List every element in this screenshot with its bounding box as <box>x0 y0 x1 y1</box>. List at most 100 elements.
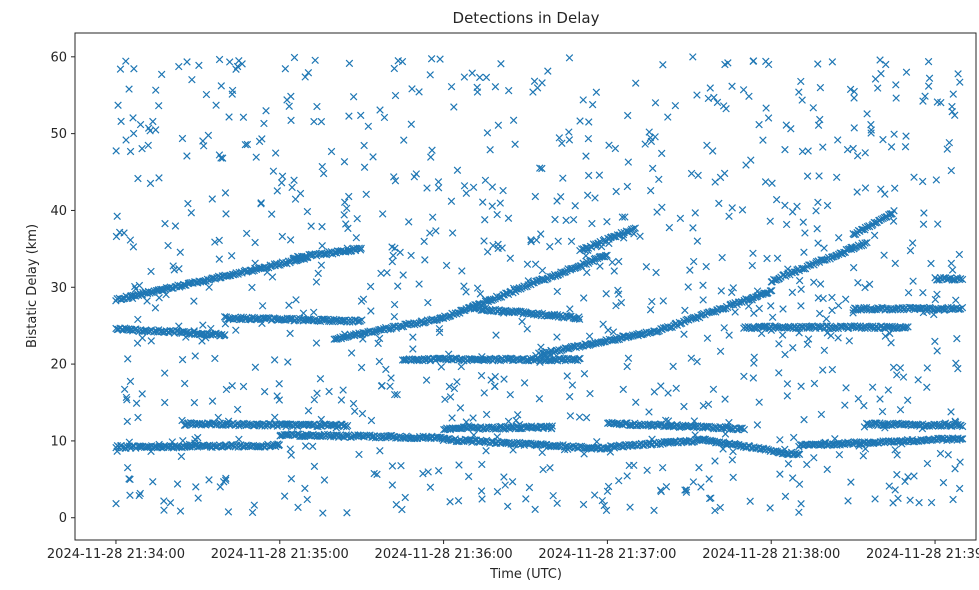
clutter-point <box>931 295 940 304</box>
clutter-point <box>286 329 294 338</box>
clutter-point <box>360 163 369 171</box>
clutter-point <box>775 369 783 377</box>
clutter-point <box>388 243 396 251</box>
clutter-point <box>362 190 370 199</box>
clutter-point <box>175 265 183 273</box>
clutter-point <box>503 502 512 511</box>
clutter-point <box>553 287 562 296</box>
clutter-point <box>509 284 518 293</box>
clutter-point <box>160 497 168 505</box>
clutter-point <box>468 69 476 77</box>
track-point <box>688 438 696 446</box>
clutter-point <box>775 340 783 348</box>
clutter-point <box>531 260 540 268</box>
clutter-point <box>211 238 219 246</box>
clutter-point <box>724 59 732 67</box>
clutter-point <box>488 183 497 191</box>
clutter-point <box>132 399 141 407</box>
clutter-point <box>391 91 400 100</box>
clutter-point <box>357 111 365 120</box>
clutter-point <box>511 140 519 149</box>
clutter-point <box>224 508 233 516</box>
clutter-point <box>579 500 588 509</box>
clutter-point <box>740 372 748 381</box>
y-tick-label: 40 <box>50 204 67 219</box>
clutter-point <box>138 390 146 398</box>
clutter-point <box>585 332 594 340</box>
clutter-point <box>283 431 291 440</box>
clutter-point <box>906 496 914 504</box>
clutter-point <box>214 413 223 422</box>
clutter-point <box>407 251 415 260</box>
clutter-point <box>919 220 928 228</box>
clutter-point <box>915 498 923 507</box>
clutter-point <box>233 405 242 414</box>
clutter-point <box>221 189 230 197</box>
clutter-point <box>390 300 399 309</box>
clutter-point <box>618 332 627 340</box>
clutter-point <box>277 179 286 187</box>
clutter-point <box>860 401 868 410</box>
clutter-point <box>953 334 961 343</box>
track-point <box>413 320 422 328</box>
clutter-point <box>536 358 544 366</box>
clutter-point <box>764 114 773 122</box>
clutter-point <box>877 69 885 78</box>
clutter-point <box>596 262 604 270</box>
clutter-point <box>426 483 435 491</box>
clutter-point <box>152 86 160 94</box>
clutter-point <box>711 178 719 186</box>
clutter-point <box>797 500 805 508</box>
clutter-point <box>228 382 236 390</box>
clutter-point <box>342 220 350 228</box>
clutter-point <box>469 183 478 192</box>
clutter-point <box>286 236 295 244</box>
clutter-point <box>239 382 248 391</box>
clutter-point <box>532 351 540 360</box>
clutter-point <box>605 239 613 248</box>
clutter-point <box>549 491 557 500</box>
clutter-point <box>870 231 879 240</box>
clutter-point <box>952 296 960 304</box>
clutter-point <box>481 216 489 224</box>
clutter-point <box>225 58 234 66</box>
clutter-point <box>546 350 554 358</box>
clutter-point <box>129 243 138 251</box>
clutter-point <box>445 382 454 391</box>
track-point <box>832 251 841 259</box>
clutter-point <box>478 352 486 361</box>
clutter-point <box>618 213 627 221</box>
clutter-point <box>122 393 131 402</box>
clutter-point <box>947 166 956 175</box>
clutter-point <box>239 113 248 121</box>
clutter-point <box>202 90 211 99</box>
clutter-point <box>168 438 177 446</box>
clutter-point <box>513 411 522 419</box>
clutter-point <box>248 283 256 292</box>
clutter-point <box>409 345 417 353</box>
track-point <box>377 325 385 334</box>
clutter-point <box>524 277 533 285</box>
clutter-point <box>208 397 217 405</box>
clutter-point <box>228 86 237 95</box>
clutter-point <box>123 463 132 472</box>
clutter-point <box>585 118 593 126</box>
track-point <box>351 331 359 340</box>
clutter-point <box>816 280 825 288</box>
clutter-point <box>720 324 728 332</box>
clutter-point <box>652 268 660 277</box>
clutter-point <box>651 99 660 107</box>
clutter-point <box>565 54 574 62</box>
clutter-point <box>205 283 213 291</box>
clutter-point <box>814 198 822 207</box>
clutter-point <box>787 125 795 133</box>
clutter-point <box>854 395 863 403</box>
clutter-point <box>310 395 319 404</box>
clutter-point <box>242 229 251 238</box>
clutter-point <box>540 351 548 360</box>
clutter-point <box>853 188 861 196</box>
clutter-point <box>252 153 260 161</box>
clutter-point <box>691 209 699 217</box>
clutter-point <box>216 273 225 281</box>
clutter-point <box>144 141 152 150</box>
